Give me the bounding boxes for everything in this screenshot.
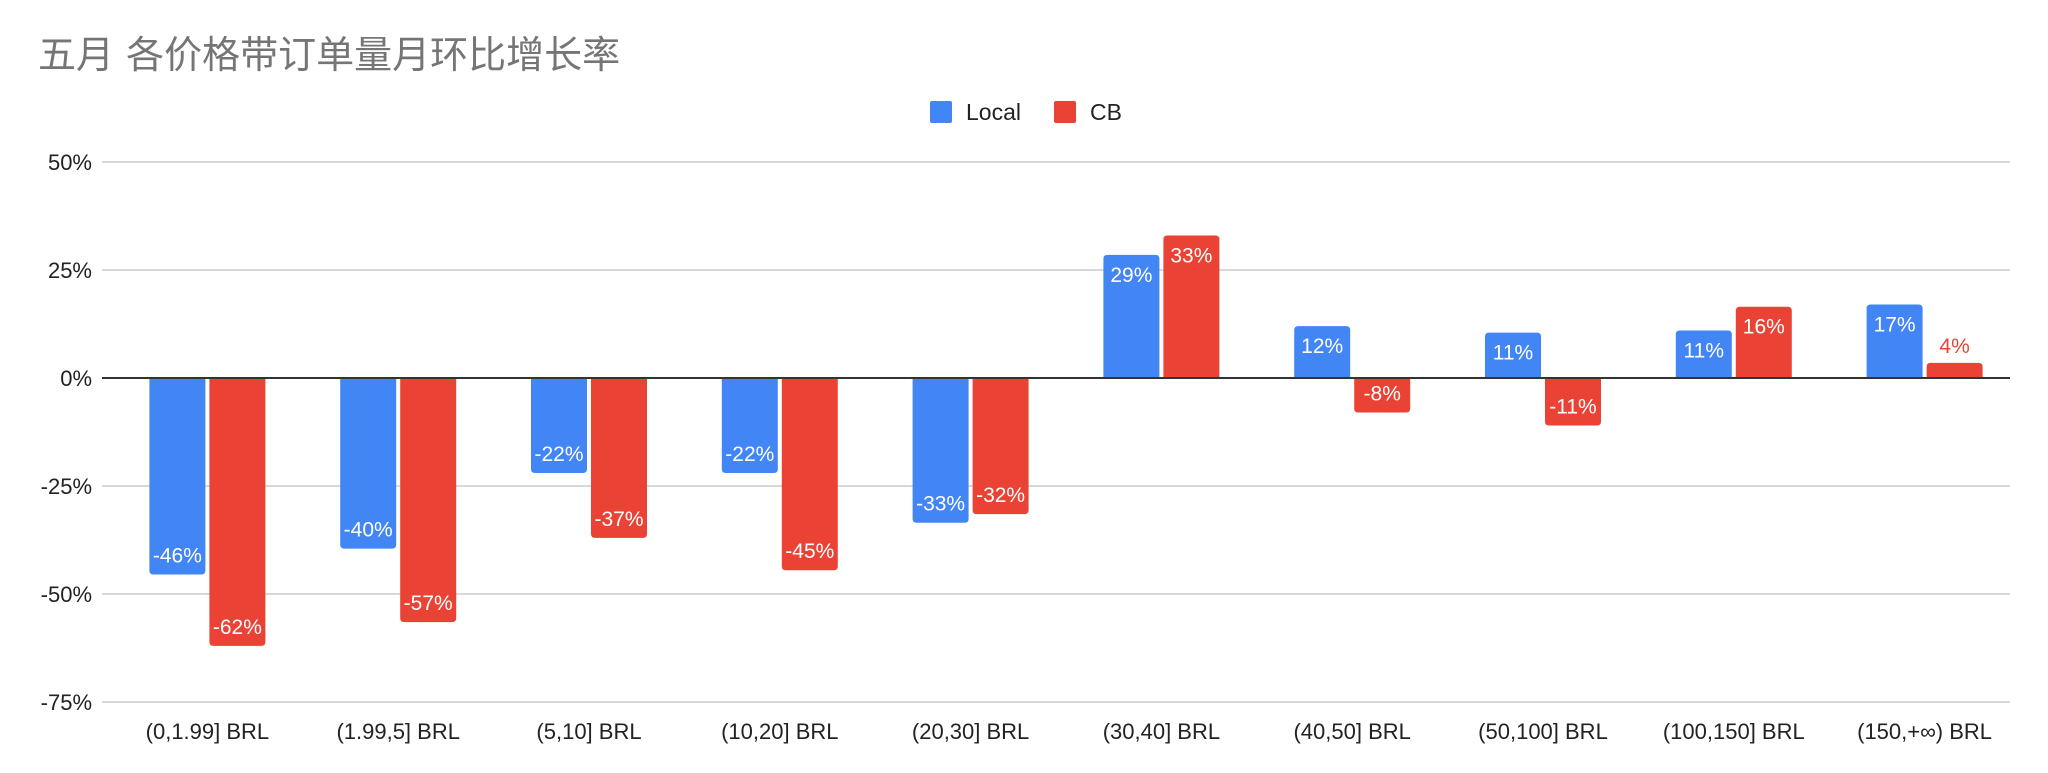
bar-local	[1485, 332, 1541, 378]
y-tick-label: 0%	[60, 366, 92, 391]
bar-local	[1866, 304, 1923, 378]
x-tick-label: (40,50] BRL	[1293, 719, 1410, 744]
bar-local	[1103, 254, 1160, 378]
legend: Local CB	[930, 99, 1122, 125]
data-label: -8%	[1364, 383, 1401, 406]
x-tick-label: (20,30] BRL	[912, 719, 1029, 744]
legend-label-cb: CB	[1090, 99, 1122, 125]
data-label: -22%	[725, 443, 774, 466]
y-tick-label: 25%	[48, 258, 92, 283]
data-label: -37%	[594, 508, 643, 531]
x-tick-label: (1.99,5] BRL	[336, 719, 460, 744]
bar-local	[340, 378, 397, 549]
data-label: 11%	[1493, 342, 1533, 365]
x-axis: (0,1.99] BRL (1.99,5] BRL (5,10] BRL (10,20…	[146, 719, 1992, 744]
x-tick-label: (0,1.99] BRL	[146, 719, 270, 744]
bar-cb	[972, 378, 1029, 515]
data-label: 11%	[1684, 339, 1724, 362]
x-tick-label: (10,20] BRL	[721, 719, 838, 744]
x-tick-label: (150,+∞) BRL	[1857, 719, 1992, 744]
data-label: 29%	[1110, 264, 1152, 287]
data-labels: -46% -62% -40% -57% -22% -37% -22% -45% -33% -32%…	[153, 244, 1970, 638]
bar-cb	[209, 378, 266, 646]
x-tick-label: (50,100] BRL	[1478, 719, 1608, 744]
data-label: -22%	[534, 443, 583, 466]
bar-cb	[591, 378, 647, 538]
data-label: -45%	[785, 540, 834, 563]
bars	[149, 235, 1983, 646]
y-tick-label: -75%	[41, 690, 92, 715]
data-label: 12%	[1301, 335, 1343, 358]
bar-local	[721, 378, 778, 474]
bar-local	[912, 378, 969, 523]
data-label: -40%	[344, 519, 393, 542]
bar-local	[1294, 326, 1351, 378]
bar-cb	[781, 378, 838, 571]
legend-swatch-local	[930, 101, 952, 123]
data-label: -32%	[976, 484, 1025, 507]
legend-label-local: Local	[966, 99, 1021, 125]
bar-cb	[1735, 306, 1792, 378]
data-label: 16%	[1743, 316, 1785, 339]
bar-local	[531, 378, 587, 474]
data-label: -57%	[404, 592, 453, 615]
bar-cb	[1163, 235, 1220, 378]
y-tick-label: 50%	[48, 150, 92, 175]
data-label: -11%	[1549, 396, 1596, 419]
data-label: 33%	[1170, 244, 1212, 267]
data-label: 4%	[1939, 335, 1969, 358]
y-tick-label: -25%	[41, 474, 92, 499]
x-tick-label: (100,150] BRL	[1663, 719, 1805, 744]
bar-cb	[1354, 378, 1411, 413]
bar-local	[1675, 330, 1732, 378]
chart-title: 五月 各价格带订单量月环比增长率	[38, 33, 620, 77]
data-label: -62%	[213, 616, 262, 639]
legend-swatch-cb	[1054, 101, 1076, 123]
bar-cb	[400, 378, 457, 623]
data-label: -46%	[153, 545, 202, 568]
bar-cb	[1926, 362, 1983, 378]
y-axis: 50% 25% 0% -25% -50% -75%	[41, 150, 92, 715]
bar-local	[149, 378, 206, 575]
x-tick-label: (30,40] BRL	[1103, 719, 1220, 744]
data-label: -33%	[916, 493, 965, 516]
y-tick-label: -50%	[41, 582, 92, 607]
data-label: 17%	[1874, 314, 1916, 337]
x-tick-label: (5,10] BRL	[536, 719, 641, 744]
bar-cb	[1545, 378, 1601, 426]
